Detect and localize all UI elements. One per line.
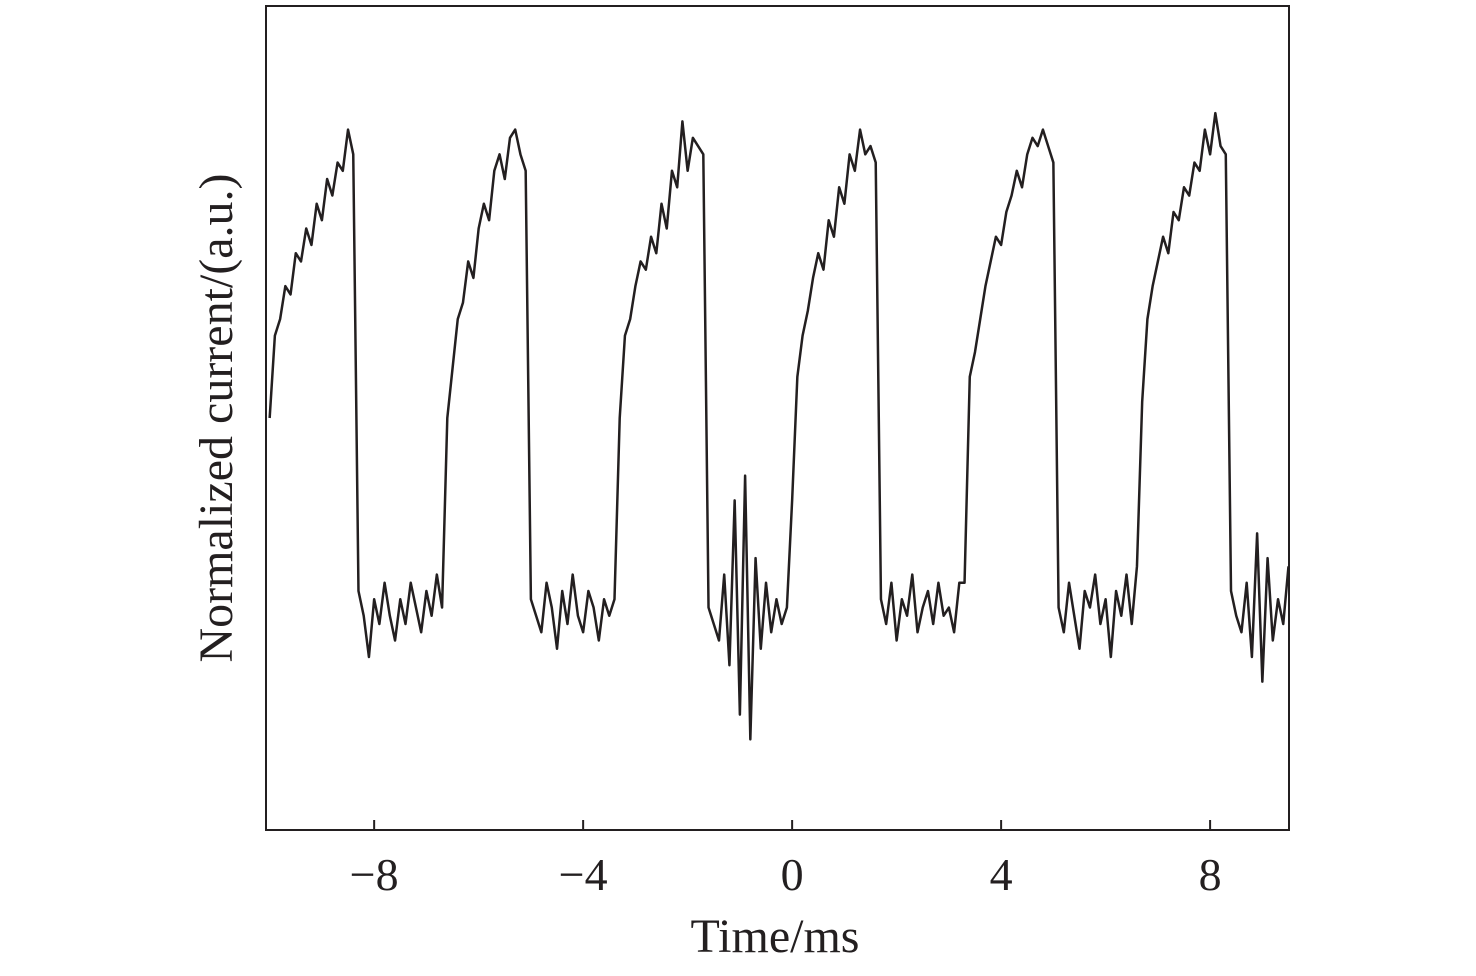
x-tick-label: 4	[990, 849, 1013, 900]
plot-frame	[265, 5, 1290, 831]
x-tick-label: −4	[559, 849, 608, 900]
x-tick-label: −8	[350, 849, 399, 900]
x-axis-label: Time/ms	[691, 910, 860, 963]
x-tick-label: 0	[781, 849, 804, 900]
x-tick-label: 8	[1199, 849, 1222, 900]
y-axis-label: Normalized current/(a.u.)	[190, 173, 243, 662]
signal-line	[268, 111, 1290, 741]
